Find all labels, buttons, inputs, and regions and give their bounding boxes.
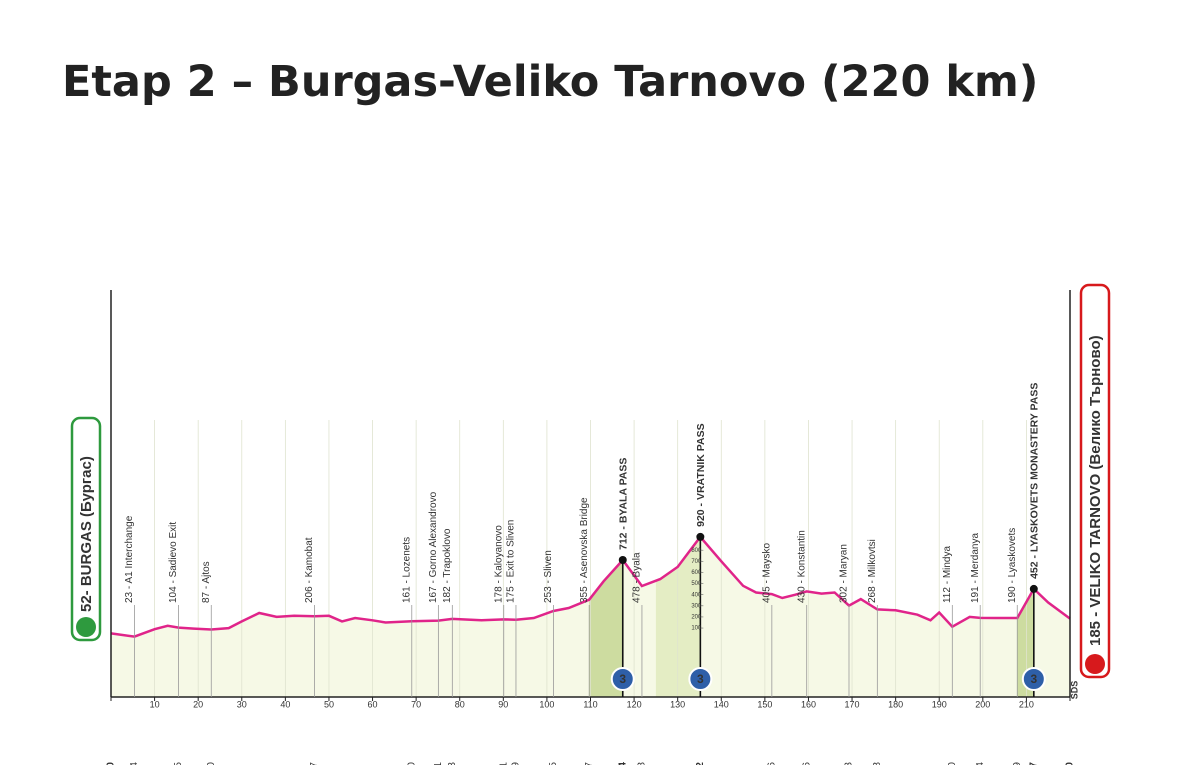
waypoint-label: 191 - Merdanya	[970, 533, 981, 603]
waypoint-label: 178 - Kaloyanovo	[493, 525, 504, 603]
waypoint-label: 206 - Kamobat	[304, 537, 315, 603]
km-label: 121.8	[637, 762, 648, 765]
climb-label: 712 - BYALA PASS	[618, 458, 630, 550]
x-tick-label: 200	[975, 699, 990, 709]
x-tick-label: 20	[193, 699, 203, 709]
x-tick-label: 30	[237, 699, 247, 709]
start-box	[70, 416, 102, 642]
waypoint-label: 167 - Gorno Alexandrovo	[428, 491, 439, 603]
waypoint-label: 87 - Ajtos	[201, 561, 212, 603]
climb-scale-label: 400	[691, 592, 702, 598]
x-tick-label: 130	[670, 699, 685, 709]
km-label: 90.1	[498, 762, 509, 765]
climb-scale-label: 300	[691, 603, 702, 609]
km-label: 220.0	[1065, 762, 1076, 765]
waypoint-label: 190 - Lyaskovets	[1007, 528, 1018, 603]
finish-icon	[1085, 654, 1105, 674]
x-tick-label: 110	[583, 699, 597, 709]
waypoint-label: 268 - Milkovtsi	[867, 539, 878, 603]
waypoint-label: 23 - A1 Interchange	[124, 515, 135, 603]
x-tick-label: 10	[150, 699, 160, 709]
climb-category: 3	[697, 672, 704, 686]
chart-title: Etap 2 – Burgas-Veliko Tarnovo (220 km)	[62, 57, 1038, 107]
profile-line	[110, 534, 1071, 638]
waypoint-label: 355 - Asenovska Bridge	[579, 497, 590, 603]
km-label: 207.9	[1012, 762, 1023, 765]
waypoint-label: 405 - Maysko	[761, 543, 772, 603]
km-label: 193.0	[947, 762, 958, 765]
climb-badge	[1021, 667, 1046, 691]
climb-shade	[655, 536, 701, 697]
climb-category: 3	[619, 672, 626, 686]
km-label: 69.0	[406, 762, 417, 765]
climb-summit	[696, 532, 705, 541]
x-tick-label: 50	[324, 699, 334, 709]
waypoint-label: 302 - Maryan	[839, 544, 850, 603]
climb-scale-label: 500	[691, 581, 702, 587]
x-tick-label: 190	[932, 699, 947, 709]
km-label: 15.5	[173, 762, 184, 765]
climb-label: 452 - LYASKOVETS MONASTERY PASS	[1029, 383, 1041, 579]
x-tick-label: 150	[757, 699, 772, 709]
waypoint-label: 104 - Sadievo Exit	[168, 522, 179, 603]
km-label: 101.5	[548, 762, 559, 765]
waypoint-label: 182 - Trapoklovo	[442, 528, 453, 603]
km-label: 159.6	[801, 762, 812, 765]
x-tick-label: 60	[368, 699, 378, 709]
climb-badge	[610, 667, 635, 691]
x-tick-label: 210	[1019, 699, 1034, 709]
waypoint-label: 478 - Byala	[632, 552, 643, 603]
finish-label: 185 - VELIKO TARNOVO (Велико Търново)	[1087, 335, 1104, 646]
km-label: 109.7	[584, 762, 595, 765]
x-tick-label: 100	[539, 699, 554, 709]
x-tick-label: 170	[845, 699, 860, 709]
km-label: 5.4	[129, 762, 140, 765]
climb-badge	[688, 667, 713, 691]
brand: SDS	[1069, 681, 1079, 700]
km-label: 23.0	[206, 762, 217, 765]
km-label: 169.3	[844, 762, 855, 765]
km-label: 92.9	[511, 762, 522, 765]
km-label: 46.7	[309, 762, 320, 765]
x-tick-label: 90	[498, 699, 508, 709]
climb-shade	[589, 560, 623, 697]
x-tick-label: 70	[411, 699, 421, 709]
km-label: 175.8	[872, 762, 883, 765]
climb-scale-label: 200	[691, 615, 702, 621]
km-label: 117.4	[617, 762, 628, 765]
km-label: 211.7	[1028, 762, 1039, 765]
climb-scale-label: 600	[691, 570, 702, 576]
x-tick-label: 120	[627, 699, 642, 709]
km-label: 199.4	[975, 762, 986, 765]
km-label: 135.2	[695, 762, 706, 765]
km-label: 0.0	[106, 762, 117, 765]
start-label: 52- BURGAS (Бургас)	[78, 456, 95, 612]
x-tick-label: 80	[455, 699, 465, 709]
climb-scale-label: 100	[691, 626, 702, 632]
km-label: 78.3	[447, 762, 458, 765]
finish-box	[1079, 283, 1111, 679]
waypoint-label: 161 - Lozenets	[401, 537, 412, 603]
x-tick-label: 180	[888, 699, 903, 709]
waypoint-label: 430 - Konstantin	[796, 530, 807, 603]
waypoint-label: 112 - Mindya	[942, 545, 953, 603]
climb-summit	[618, 555, 627, 564]
climb-label: 920 - VRATNIK PASS	[695, 423, 707, 526]
x-tick-label: 160	[801, 699, 816, 709]
km-label: 75.1	[433, 762, 444, 765]
waypoint-label: 253 - Sliven	[543, 550, 554, 603]
climb-scale-label: 700	[691, 559, 702, 565]
climb-scale-label: 800	[691, 548, 702, 554]
x-tick-label: 140	[714, 699, 729, 709]
km-label: 151.6	[766, 762, 777, 765]
waypoint-label: 175 - Exit to Sliven	[506, 520, 517, 603]
x-tick-label: 40	[280, 699, 290, 709]
climb-summit	[1029, 584, 1038, 593]
climb-category: 3	[1030, 672, 1037, 686]
start-icon	[76, 617, 96, 637]
